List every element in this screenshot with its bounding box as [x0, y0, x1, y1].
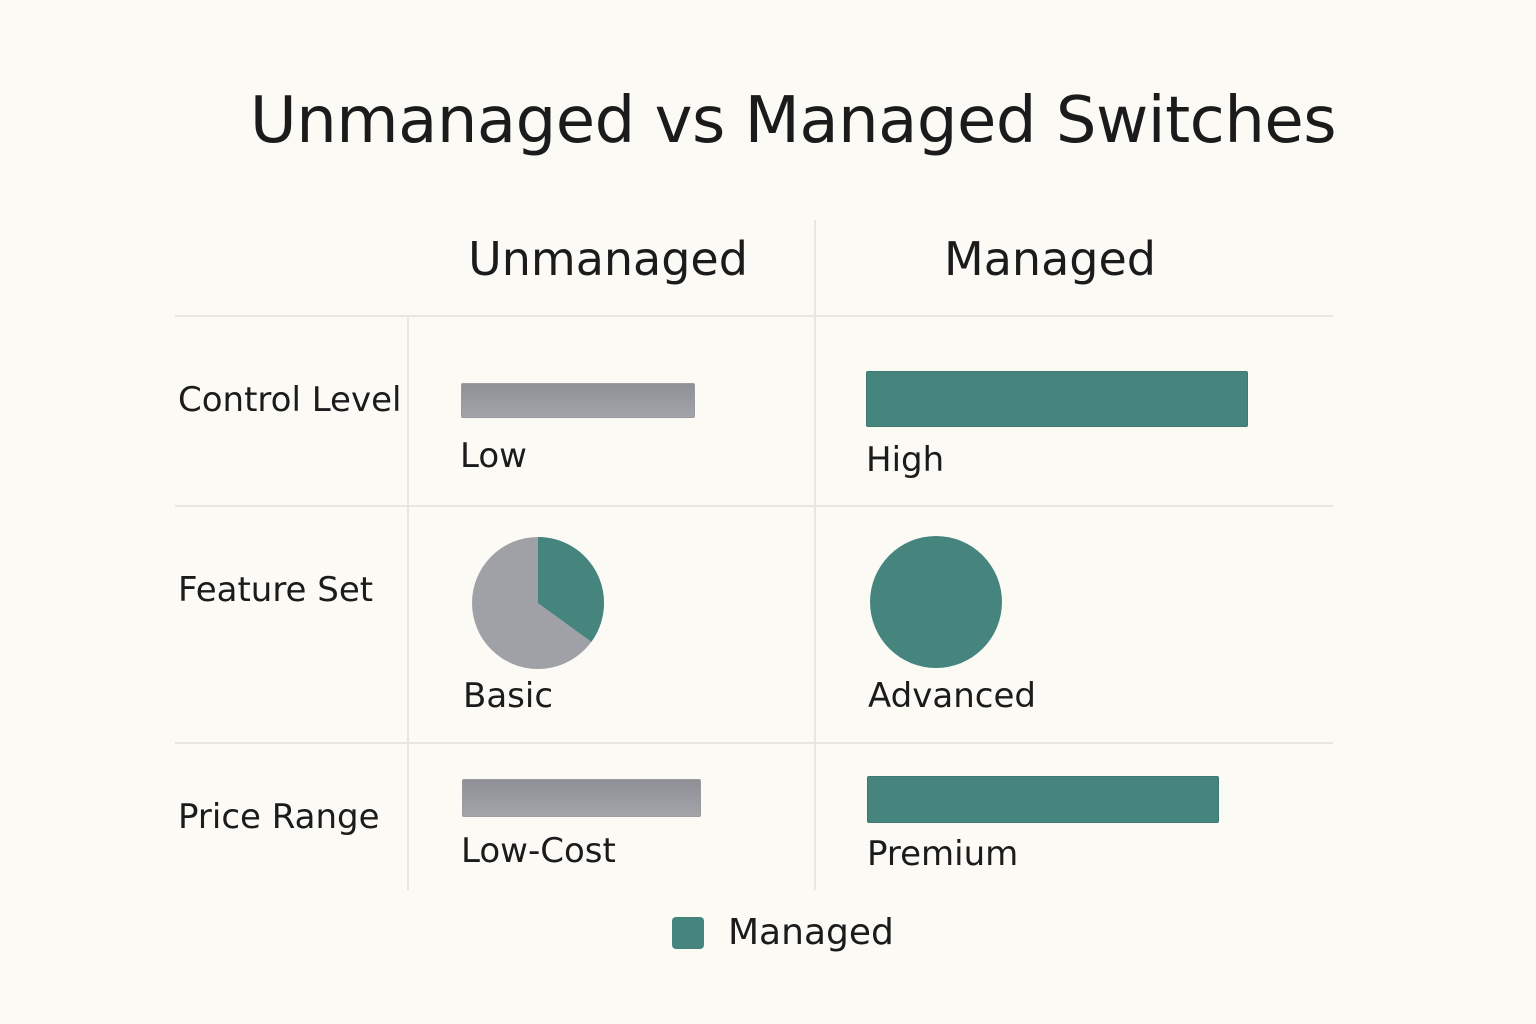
grid-divider-header — [175, 315, 1333, 317]
row-label-control-level: Control Level — [178, 380, 402, 420]
legend-swatch-managed — [672, 916, 704, 949]
control-level-unmanaged-bar — [461, 383, 695, 418]
price-range-managed-value: Premium — [867, 834, 1019, 874]
price-range-managed-bar — [867, 776, 1219, 823]
price-range-unmanaged-bar — [462, 779, 701, 817]
column-header-managed: Managed — [944, 232, 1156, 286]
row-label-price-range: Price Range — [178, 797, 380, 837]
pie-full-circle — [870, 536, 1002, 668]
grid-divider-row-2 — [175, 742, 1333, 744]
legend-label-managed: Managed — [728, 912, 894, 953]
control-level-managed-bar — [866, 371, 1248, 427]
page-title: Unmanaged vs Managed Switches — [249, 84, 1337, 158]
feature-set-managed-value: Advanced — [868, 676, 1036, 716]
grid-divider-labels — [407, 317, 409, 890]
control-level-unmanaged-value: Low — [460, 436, 527, 476]
legend: Managed — [672, 912, 894, 953]
grid-divider-row-1 — [175, 505, 1333, 507]
feature-set-managed-pie — [869, 535, 1003, 673]
pie-slice-managed-share — [538, 537, 604, 642]
price-range-unmanaged-value: Low-Cost — [461, 831, 616, 871]
feature-set-unmanaged-pie — [470, 535, 606, 675]
feature-set-unmanaged-value: Basic — [463, 676, 554, 716]
grid-divider-columns — [814, 220, 816, 890]
control-level-managed-value: High — [866, 440, 945, 480]
row-label-feature-set: Feature Set — [178, 570, 374, 610]
column-header-unmanaged: Unmanaged — [468, 232, 748, 286]
